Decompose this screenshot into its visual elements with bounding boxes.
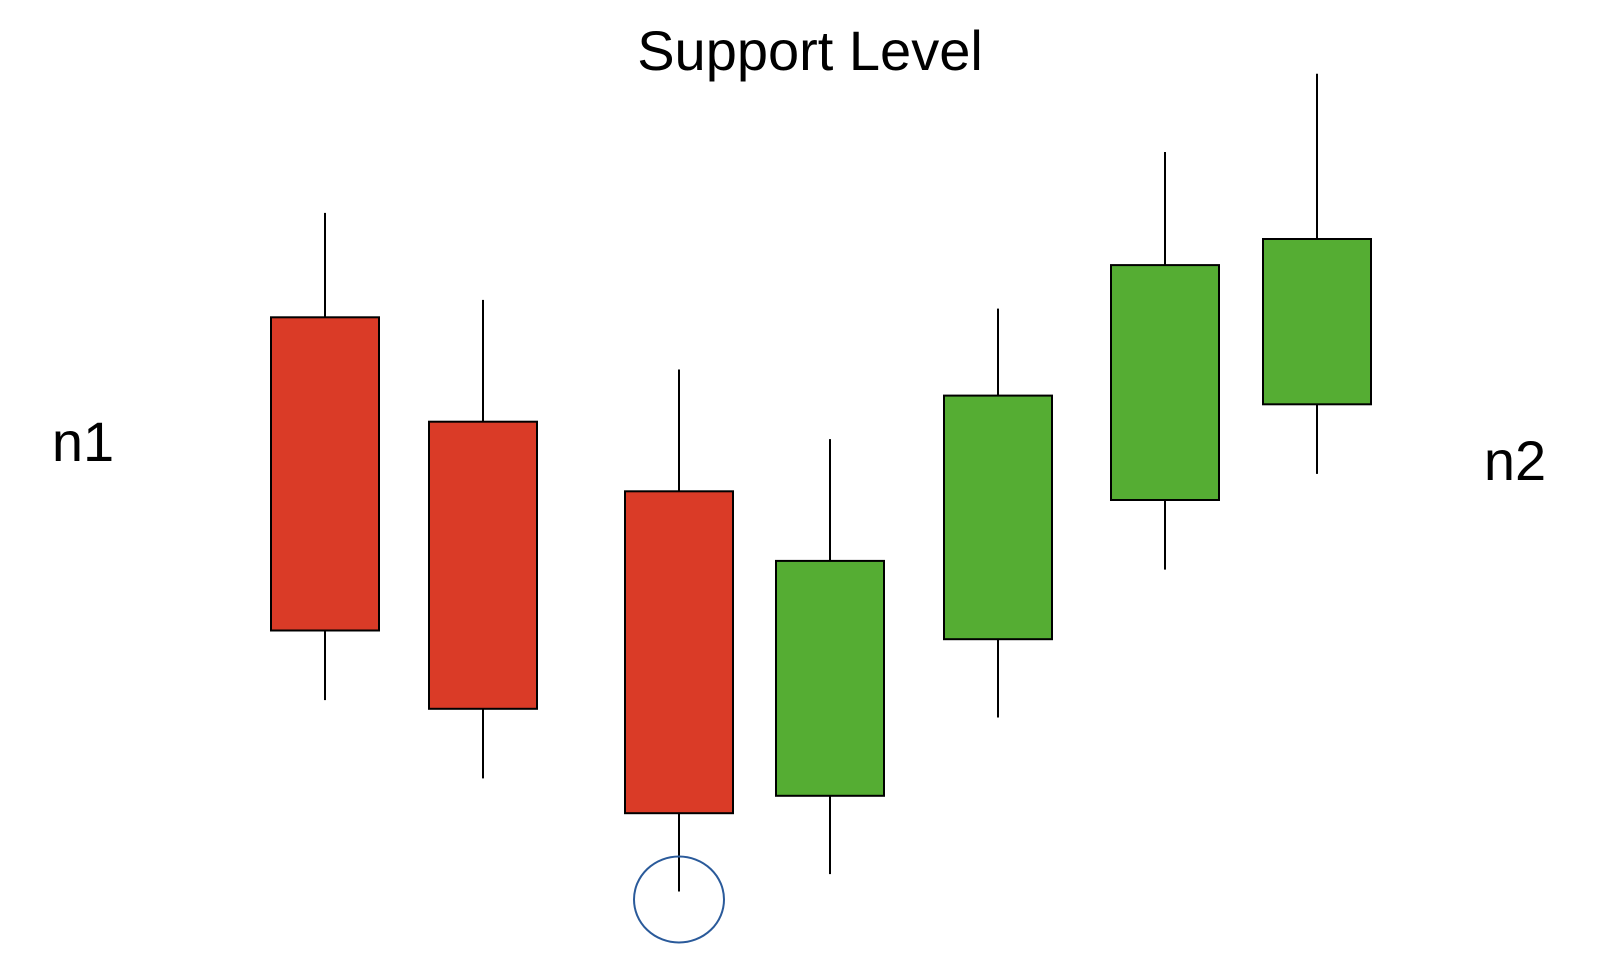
support-marker-circle bbox=[633, 855, 725, 944]
candle-1-body-bearish bbox=[270, 316, 380, 632]
candle-2-body-bearish bbox=[428, 420, 538, 710]
right-label: n2 bbox=[1484, 429, 1546, 492]
diagram-title: Support Level bbox=[637, 19, 983, 82]
left-label: n1 bbox=[52, 410, 114, 473]
candle-7-body-bullish bbox=[1262, 238, 1372, 406]
candle-6-body-bullish bbox=[1110, 264, 1220, 501]
candle-3-body-bearish bbox=[624, 490, 734, 815]
candle-5-body-bullish bbox=[943, 394, 1053, 641]
candles-group bbox=[270, 73, 1372, 944]
candle-4-body-bullish bbox=[775, 559, 885, 797]
